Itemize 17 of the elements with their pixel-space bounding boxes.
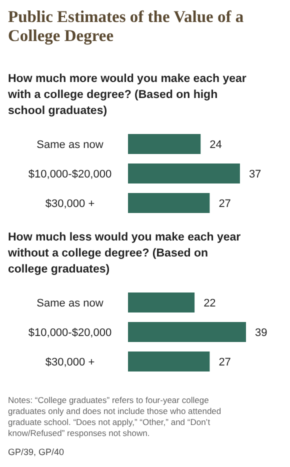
chart-subtitle: How much more would you make each year with a college degree? (Based on high school graduates) [7,73,247,117]
y-tick-label: Same as now [36,139,104,151]
y-tick-label: $10,000-$20,000 [28,168,112,180]
data-label: 24 [210,139,222,151]
data-label: 27 [218,356,231,368]
chart-title: Public Estimates of the Value of a College Degree [8,7,244,45]
y-tick-label: $30,000 + [45,356,95,368]
chart-subtitle: How much less would you make each year without a college degree? (Based on college graduates) [7,232,242,276]
y-tick-label: $30,000 + [45,198,95,210]
data-label: 37 [248,168,262,180]
y-tick-label: $10,000-$20,000 [28,327,112,339]
data-label: 27 [218,198,231,210]
data-label: 22 [204,298,216,310]
y-tick-label: Same as now [36,298,104,310]
data-label: 39 [255,327,268,339]
text: GP/39, GP/40 [8,447,64,457]
text: Notes: “College graduates” refers to four-year college graduates only and does not include those who attended graduate school. “Does not apply,” “Other,” and “Don’t know/Refused” responses not shown. [8,395,222,438]
